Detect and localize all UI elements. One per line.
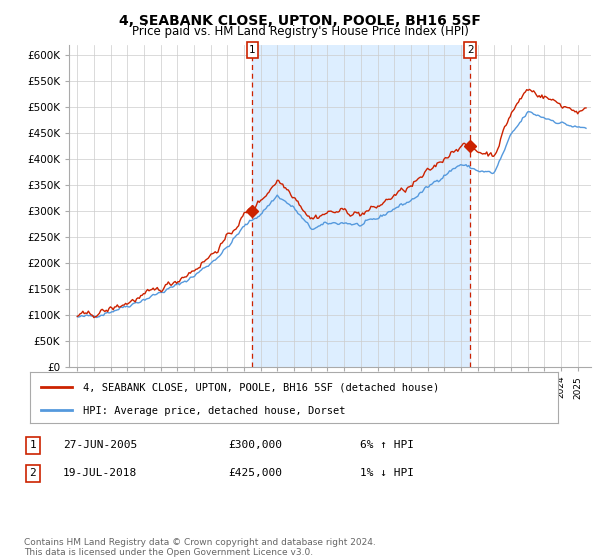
Text: Contains HM Land Registry data © Crown copyright and database right 2024.
This d: Contains HM Land Registry data © Crown c… xyxy=(24,538,376,557)
Text: 27-JUN-2005: 27-JUN-2005 xyxy=(63,440,137,450)
Text: 4, SEABANK CLOSE, UPTON, POOLE, BH16 5SF: 4, SEABANK CLOSE, UPTON, POOLE, BH16 5SF xyxy=(119,14,481,28)
Text: 4, SEABANK CLOSE, UPTON, POOLE, BH16 5SF (detached house): 4, SEABANK CLOSE, UPTON, POOLE, BH16 5SF… xyxy=(83,382,439,393)
Text: £300,000: £300,000 xyxy=(228,440,282,450)
Text: HPI: Average price, detached house, Dorset: HPI: Average price, detached house, Dors… xyxy=(83,406,346,416)
Text: Price paid vs. HM Land Registry's House Price Index (HPI): Price paid vs. HM Land Registry's House … xyxy=(131,25,469,38)
Text: £425,000: £425,000 xyxy=(228,468,282,478)
Text: 2: 2 xyxy=(467,45,473,55)
Text: 6% ↑ HPI: 6% ↑ HPI xyxy=(360,440,414,450)
Bar xyxy=(253,45,470,367)
Text: 19-JUL-2018: 19-JUL-2018 xyxy=(63,468,137,478)
Text: 2: 2 xyxy=(29,468,37,478)
Text: 1: 1 xyxy=(249,45,256,55)
Text: 1: 1 xyxy=(29,440,37,450)
Text: 1% ↓ HPI: 1% ↓ HPI xyxy=(360,468,414,478)
